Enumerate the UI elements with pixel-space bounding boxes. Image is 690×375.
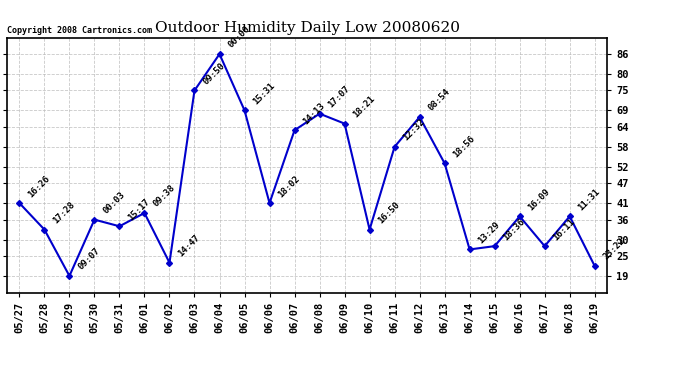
- Text: 15:31: 15:31: [251, 81, 277, 106]
- Text: 18:56: 18:56: [451, 134, 477, 159]
- Title: Outdoor Humidity Daily Low 20080620: Outdoor Humidity Daily Low 20080620: [155, 21, 460, 35]
- Text: 00:00: 00:00: [226, 24, 252, 50]
- Text: 14:13: 14:13: [302, 101, 327, 126]
- Text: 18:02: 18:02: [277, 174, 302, 199]
- Text: 23:22: 23:22: [602, 237, 627, 262]
- Text: 16:26: 16:26: [26, 174, 52, 199]
- Text: 17:07: 17:07: [326, 84, 352, 110]
- Text: 09:50: 09:50: [201, 61, 227, 86]
- Text: 09:07: 09:07: [77, 246, 101, 272]
- Text: 18:21: 18:21: [351, 94, 377, 119]
- Text: 17:28: 17:28: [51, 200, 77, 225]
- Text: 12:32: 12:32: [402, 117, 427, 142]
- Text: 11:31: 11:31: [577, 187, 602, 212]
- Text: 18:36: 18:36: [502, 217, 527, 242]
- Text: 00:03: 00:03: [101, 190, 127, 216]
- Text: 16:50: 16:50: [377, 200, 402, 225]
- Text: 14:47: 14:47: [177, 233, 201, 258]
- Text: 13:29: 13:29: [477, 220, 502, 245]
- Text: Copyright 2008 Cartronics.com: Copyright 2008 Cartronics.com: [7, 26, 152, 35]
- Text: 15:17: 15:17: [126, 197, 152, 222]
- Text: 16:09: 16:09: [526, 187, 552, 212]
- Text: 09:38: 09:38: [151, 183, 177, 209]
- Text: 08:54: 08:54: [426, 87, 452, 113]
- Text: 16:11: 16:11: [551, 217, 577, 242]
